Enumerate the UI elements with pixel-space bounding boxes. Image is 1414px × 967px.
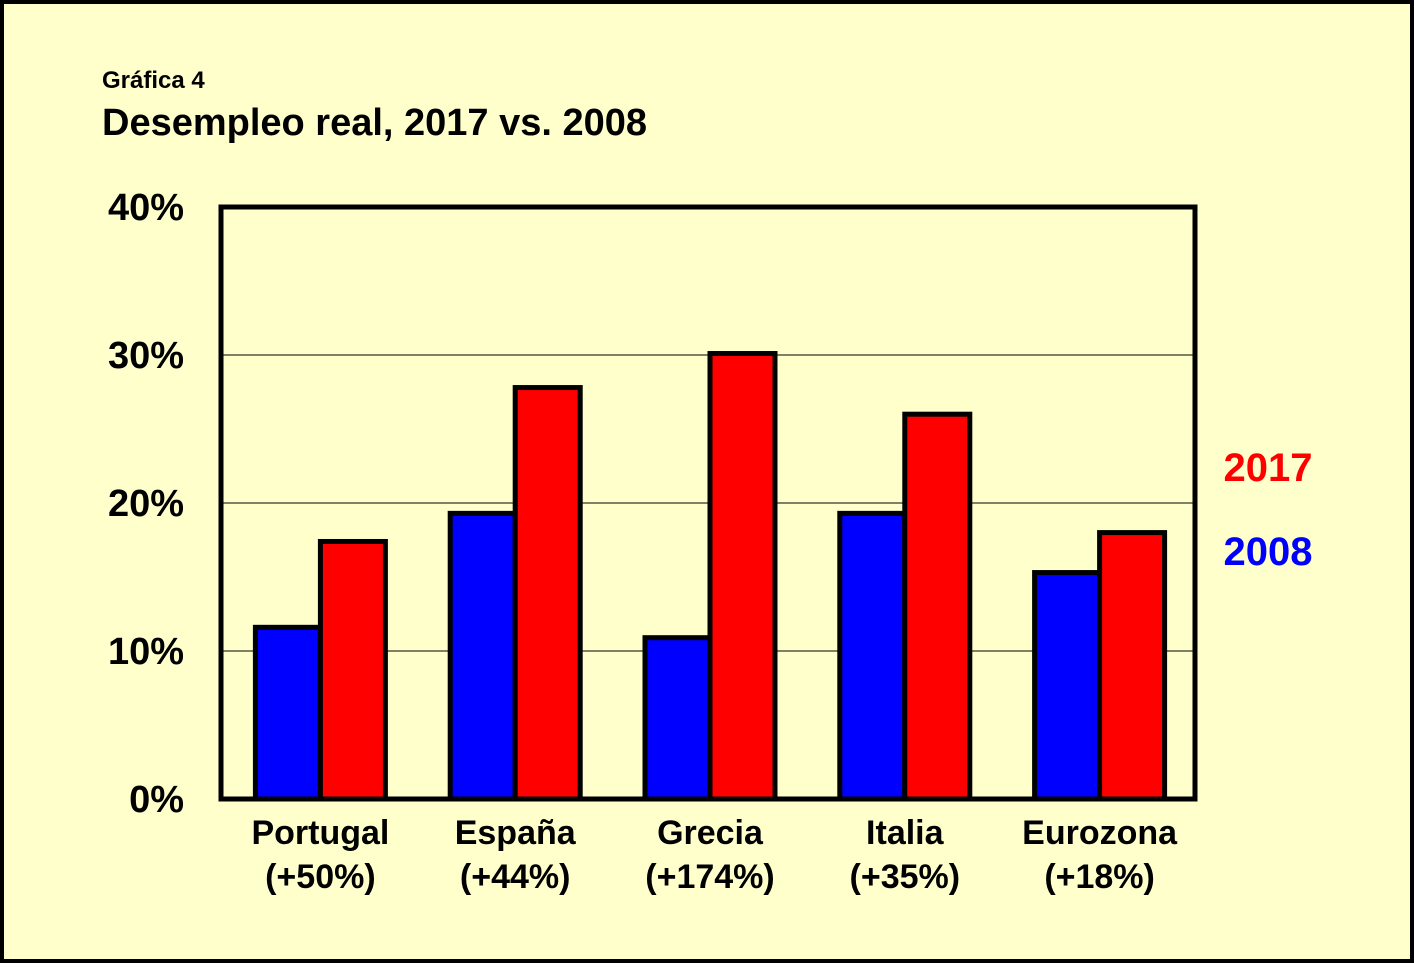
x-tick-note: (+18%) — [1044, 858, 1155, 896]
bar-2017 — [902, 411, 973, 802]
legend-label-2008: 2008 — [1224, 530, 1313, 574]
chart-title: Desempleo real, 2017 vs. 2008 — [102, 102, 647, 144]
x-tick-note: (+35%) — [850, 858, 961, 896]
y-axis-ticks: 0% 10% 20% 30% 40% — [108, 187, 184, 821]
x-tick-note: (+50%) — [265, 858, 376, 896]
legend-label-2017: 2017 — [1224, 446, 1313, 490]
x-tick-label: Grecia — [657, 814, 764, 852]
bar-2008 — [642, 635, 713, 802]
plot-area-border — [218, 204, 1198, 802]
bar-2008 — [1032, 570, 1103, 802]
y-tick-label: 30% — [108, 335, 184, 377]
y-tick-label: 10% — [108, 631, 184, 673]
y-tick-label: 40% — [108, 187, 184, 229]
x-tick-label: España — [455, 814, 577, 852]
bar-2008 — [837, 510, 908, 802]
x-axis-labels: Portugal (+50%) España (+44%) Grecia (+174%) I… — [251, 814, 1178, 896]
bar-2017 — [512, 385, 583, 802]
legend: 2008 2017 — [1224, 446, 1313, 574]
bar-chart: Gráfica 4 Desempleo real, 2017 vs. 2008 … — [102, 67, 1313, 896]
x-tick-label: Italia — [866, 814, 945, 852]
bar-2008 — [252, 624, 323, 802]
x-tick-note: (+174%) — [645, 858, 774, 896]
bar-2008 — [447, 510, 518, 802]
x-tick-label: Portugal — [251, 814, 389, 852]
bar-2017 — [317, 538, 388, 802]
bar-2017 — [707, 351, 778, 802]
x-tick-label: Eurozona — [1022, 814, 1178, 852]
x-tick-note: (+44%) — [460, 858, 571, 896]
bars — [252, 351, 1168, 802]
chart-supertitle: Gráfica 4 — [102, 67, 205, 94]
bar-2017 — [1097, 530, 1168, 802]
y-tick-label: 20% — [108, 483, 184, 525]
y-tick-label: 0% — [129, 779, 184, 821]
